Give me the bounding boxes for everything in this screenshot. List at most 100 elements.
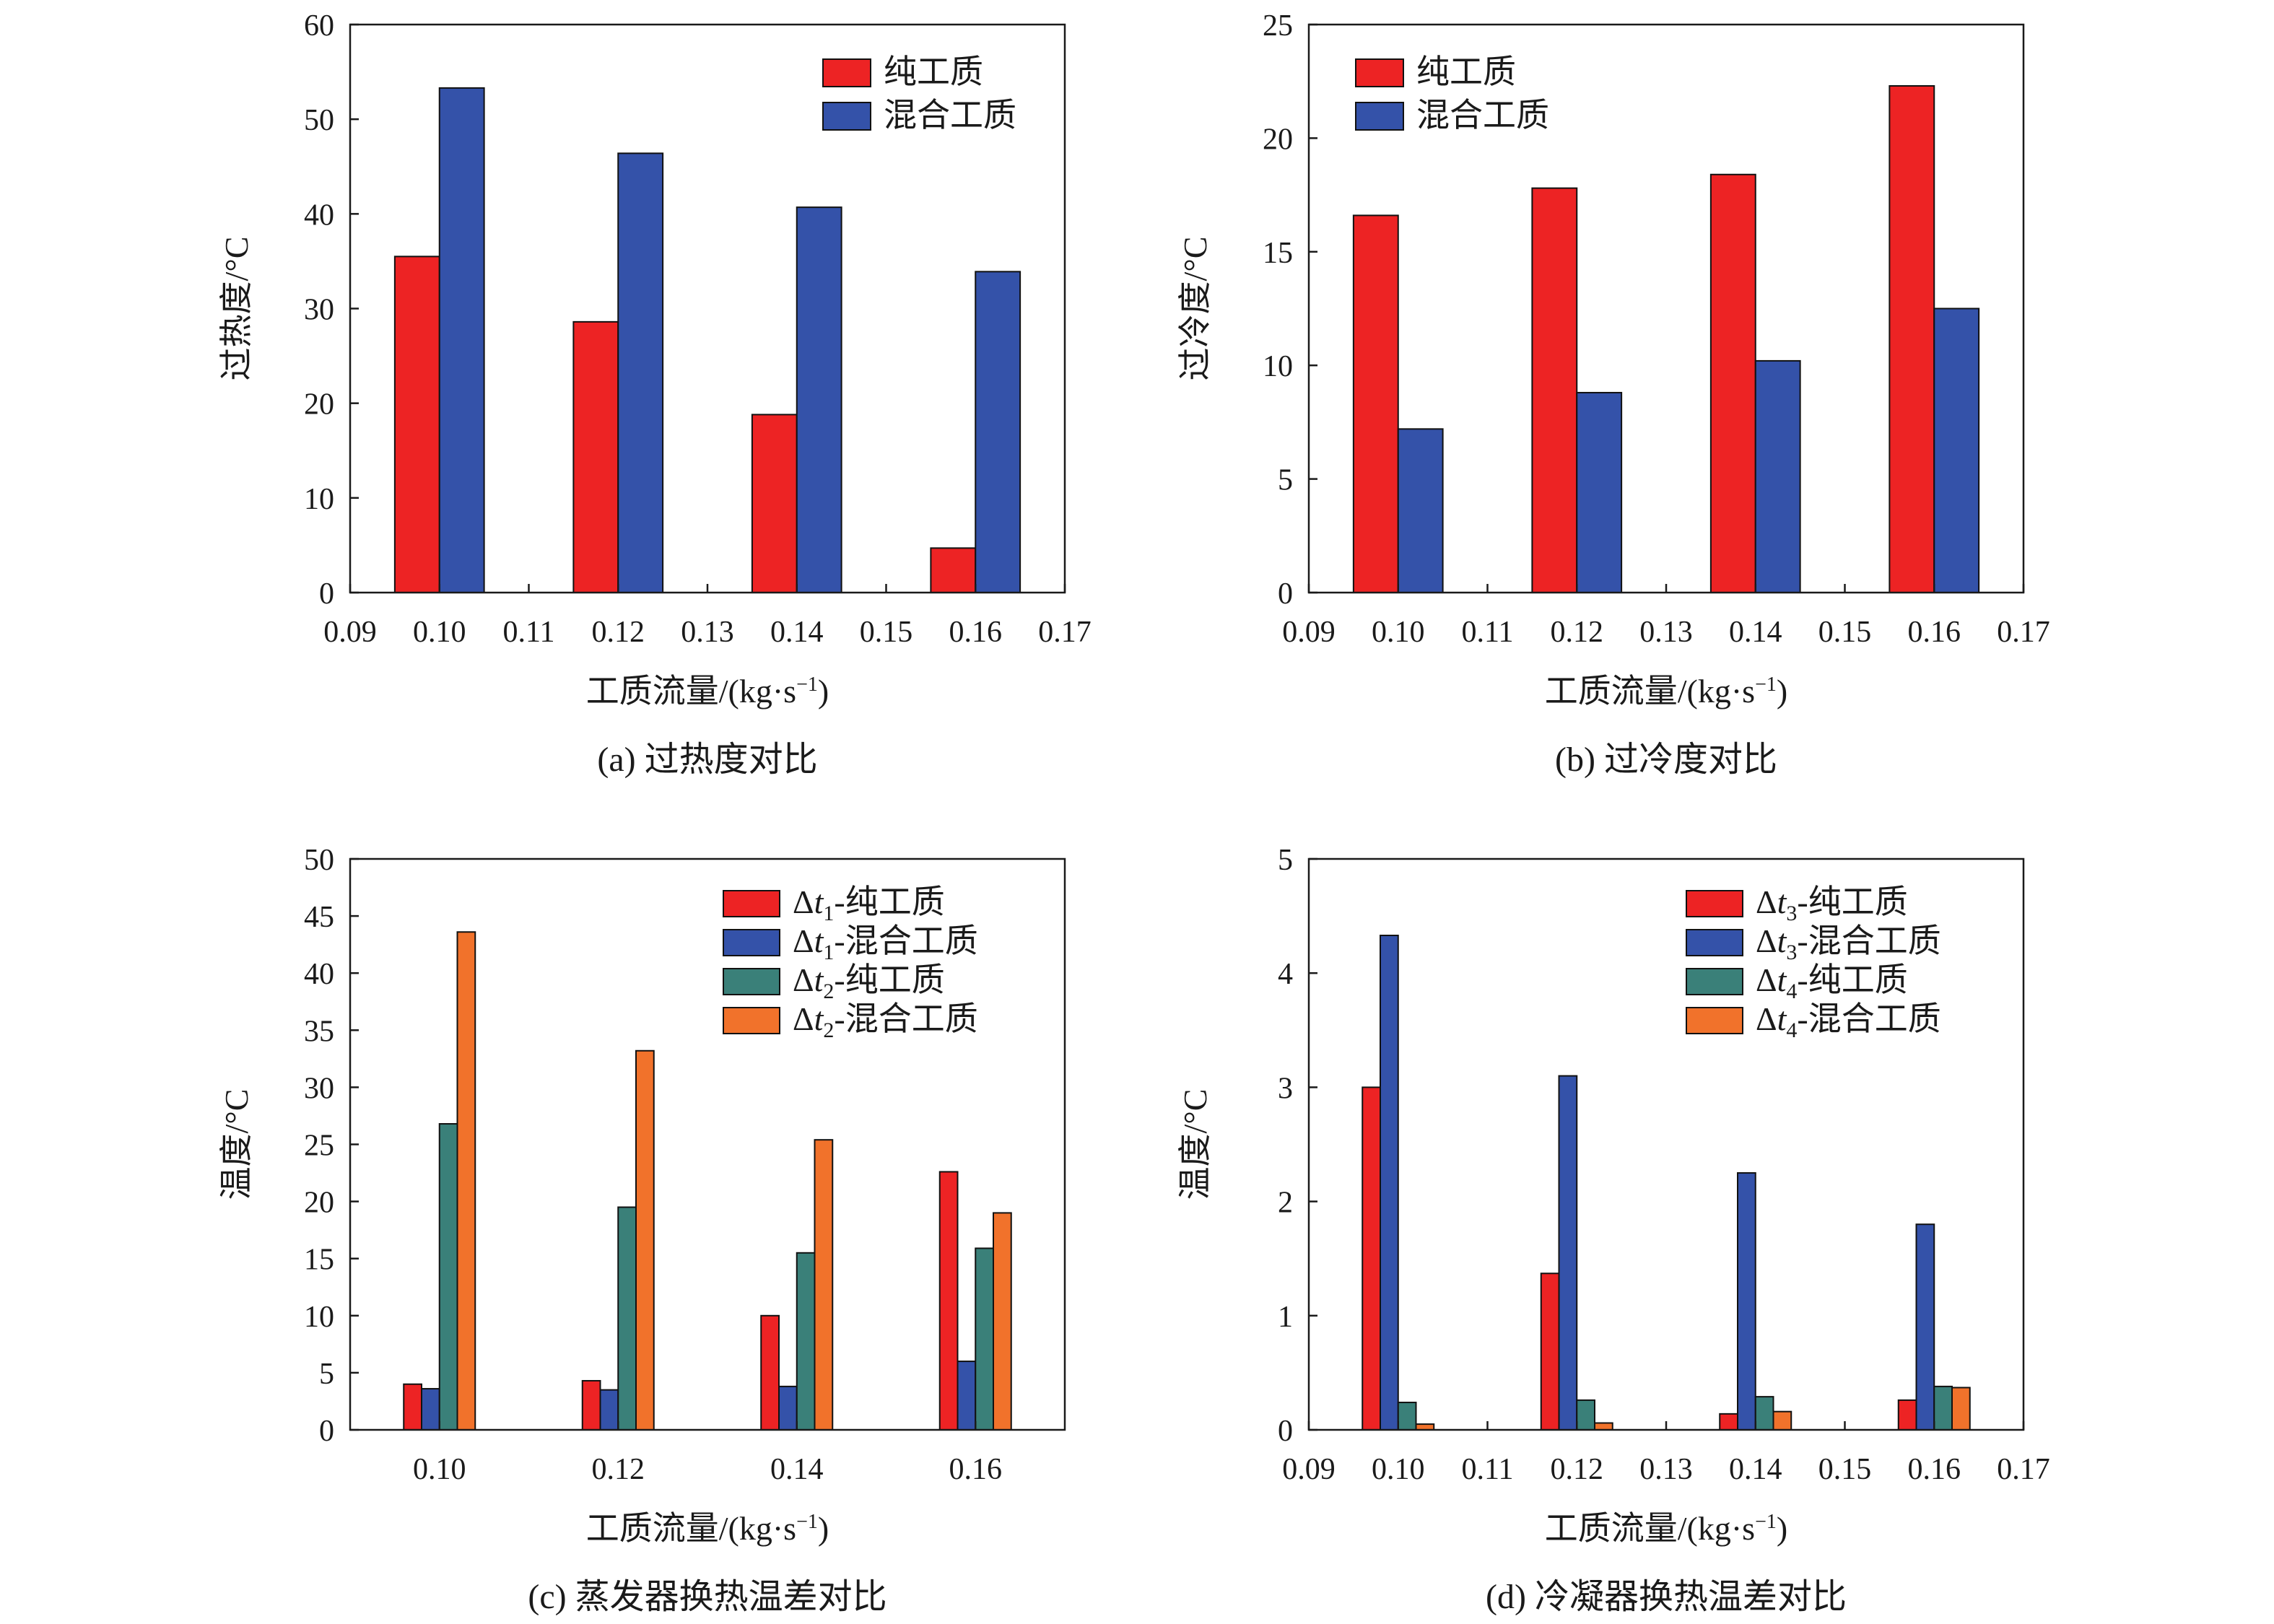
y-axis-title: 温度/°C [218,1089,255,1200]
bar [635,1049,655,1431]
bar [1754,359,1801,593]
x-tick-label: 0.09 [1282,616,1336,649]
legend-label: Δt1-混合工质 [793,922,978,964]
bar [403,1383,422,1431]
x-tick-label: 0.13 [1639,616,1693,649]
bar [1915,1223,1935,1431]
bar [1362,1086,1381,1431]
y-tick-label: 30 [304,1072,334,1105]
y-tick-label: 60 [304,9,334,43]
bar [760,1314,780,1431]
x-tick-label: 0.14 [1729,616,1782,649]
y-tick-label: 0 [1278,577,1293,611]
legend-label: 纯工质 [884,53,983,90]
x-tick-label: 0.14 [770,616,824,649]
bar [421,1388,440,1431]
panel-d: 0 1 2 3 4 5 0.09 0.10 0.11 0.12 0.13 0.14 0.15 0.16 0.… [1177,844,2050,1616]
panel-caption: (b) 过冷度对比 [1555,741,1777,779]
bar [751,414,798,594]
bar [993,1212,1012,1431]
y-tick-label: 0 [319,1415,334,1448]
x-tick-label: 0.11 [503,616,555,649]
legend-label: Δt3-混合工质 [1756,922,1941,964]
x-tick-label: 0.16 [949,616,1003,649]
legend-swatch [1355,102,1404,131]
y-tick-label: 3 [1278,1072,1293,1105]
y-tick-label: 5 [1278,844,1293,877]
y-tick-label: 0 [319,577,334,611]
legend-swatch [723,890,780,917]
x-tick-label: 0.09 [1282,1453,1336,1486]
x-tick-label: 0.12 [592,1453,645,1486]
y-tick-label: 20 [1263,123,1293,156]
bar [1754,1396,1774,1431]
y-tick-label: 20 [304,388,334,422]
y-tick-label: 35 [304,1015,334,1048]
legend-swatch [1686,968,1743,995]
bar [1531,187,1578,593]
bar [1558,1075,1578,1431]
x-tick-label: 0.10 [1372,616,1425,649]
bar [1540,1272,1560,1431]
x-tick-label: 0.11 [1462,1453,1514,1486]
legend-swatch [1686,890,1743,917]
bar [1594,1422,1613,1431]
x-tick-label: 0.17 [1038,616,1092,649]
x-axis-title: 工质流量/(kg·s−1) [586,673,829,710]
x-tick-label: 0.12 [1551,616,1604,649]
legend-swatch [1355,58,1404,87]
bar [1933,307,1980,593]
x-tick-label: 0.14 [1729,1453,1782,1486]
x-tick-label: 0.10 [1372,1453,1425,1486]
legend-label: 纯工质 [1416,53,1516,90]
x-tick-label: 0.16 [1908,1453,1961,1486]
legend-label: 混合工质 [884,97,1016,134]
x-tick-label: 0.16 [1908,616,1961,649]
panel-a: 0 10 20 30 40 50 60 0.09 0.10 0.11 0.12 0.13 0.14 0.1… [218,9,1092,779]
bar [1576,391,1623,593]
y-tick-label: 2 [1278,1187,1293,1220]
legend-label: Δt2-混合工质 [793,1000,978,1042]
x-tick-label: 0.15 [1818,616,1872,649]
y-tick-label: 10 [1263,350,1293,383]
bar [796,206,842,593]
bar [1709,173,1756,593]
y-tick-label: 25 [304,1130,334,1163]
bar [438,1123,458,1431]
x-tick-label: 0.11 [1462,616,1514,649]
bar [1719,1413,1738,1431]
legend-label: Δt2-纯工质 [793,961,945,1003]
legend-swatch [1686,1007,1743,1034]
x-tick-label: 0.13 [1639,1453,1693,1486]
y-tick-label: 25 [1263,9,1293,43]
legend-swatch [723,929,780,956]
bar [572,320,619,593]
y-axis-title: 过热度/°C [218,237,255,381]
y-tick-label: 40 [304,958,334,991]
y-tick-label: 15 [1263,237,1293,270]
legend-swatch [1686,929,1743,956]
bar [1897,1399,1917,1431]
legend-swatch [822,102,871,131]
bar [1737,1172,1756,1431]
y-tick-label: 50 [304,844,334,877]
x-axis-title: 工质流量/(kg·s−1) [1545,673,1787,710]
y-tick-label: 10 [304,483,334,516]
bar [796,1252,816,1431]
bar [975,1247,994,1431]
y-tick-label: 45 [304,901,334,934]
y-tick-label: 15 [304,1244,334,1277]
bar [617,1206,637,1431]
y-tick-label: 10 [304,1301,334,1334]
panel-caption: (d) 冷凝器换热温差对比 [1486,1578,1847,1616]
bar [814,1139,834,1431]
x-tick-label: 0.15 [860,616,913,649]
y-axis-title: 过冷度/°C [1177,237,1214,381]
panel-b: 0 5 10 15 20 25 0.09 0.10 0.11 0.12 0.13 0.14 0.15 0.… [1177,9,2050,779]
x-tick-label: 0.17 [1997,616,2050,649]
bar [438,87,485,594]
